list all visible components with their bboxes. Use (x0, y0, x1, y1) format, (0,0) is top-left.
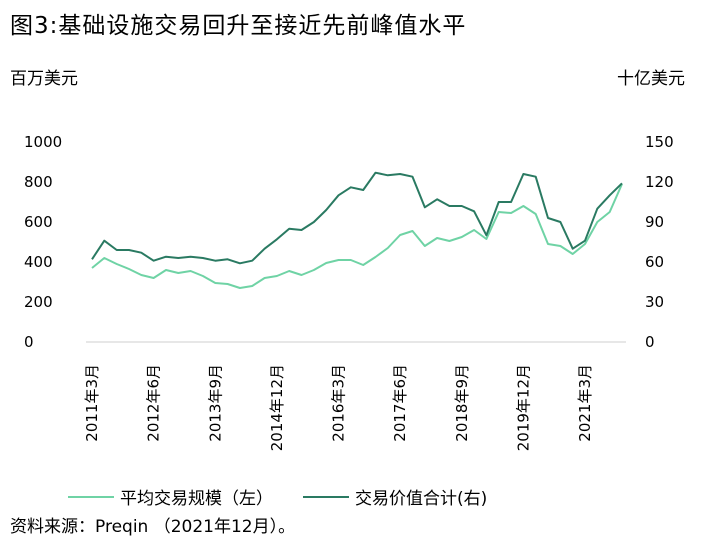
series-line-avg-deal-size (91, 183, 623, 289)
left-axis-unit: 百万美元 (10, 69, 78, 89)
legend-item-avg-deal-size: 平均交易规模（左） (68, 484, 273, 509)
y-right-tick-label: 120 (645, 173, 674, 191)
x-tick-label: 2019年12月 (514, 364, 532, 451)
right-axis-unit: 十亿美元 (617, 69, 685, 89)
source-note: 资料来源：Preqin （2021年12月）。 (10, 517, 296, 537)
y-left-tick-label: 800 (24, 173, 53, 191)
legend-item-total-deal-value: 交易价值合计(右) (303, 484, 487, 509)
legend-swatch-total-deal-value (303, 495, 349, 498)
x-tick-label: 2017年6月 (391, 364, 409, 442)
x-tick-label: 2013年9月 (206, 364, 224, 442)
y-left-tick-label: 400 (24, 253, 53, 271)
series-line-total-deal-value (91, 171, 623, 265)
y-right-tick-label: 90 (645, 213, 664, 231)
y-left-tick-label: 1000 (24, 133, 62, 151)
y-right-tick-label: 0 (645, 333, 655, 351)
x-tick-label: 2018年9月 (453, 364, 471, 442)
x-tick-label: 2011年3月 (83, 364, 101, 442)
line-chart: 1000 800 600 400 200 0 150 120 90 60 30 0 2011年3月 2… (24, 133, 674, 451)
legend-label-avg-deal-size: 平均交易规模（左） (120, 489, 273, 509)
x-tick-label: 2016年3月 (330, 364, 348, 442)
x-tick-label: 2012年6月 (145, 364, 163, 442)
y-left-tick-label: 200 (24, 293, 53, 311)
legend-label-total-deal-value: 交易价值合计(右) (355, 489, 488, 509)
chart-title: 图3:基础设施交易回升至接近先前峰值水平 (10, 13, 467, 39)
y-right-tick-label: 150 (645, 133, 674, 151)
y-right-tick-label: 60 (645, 253, 664, 271)
x-tick-label: 2014年12月 (268, 364, 286, 451)
x-tick-label: 2021年3月 (576, 364, 594, 442)
y-right-tick-label: 30 (645, 293, 664, 311)
legend: 平均交易规模（左） 交易价值合计(右) (68, 484, 517, 509)
y-left-tick-label: 600 (24, 213, 53, 231)
y-left-tick-label: 0 (24, 333, 34, 351)
legend-swatch-avg-deal-size (68, 495, 114, 498)
